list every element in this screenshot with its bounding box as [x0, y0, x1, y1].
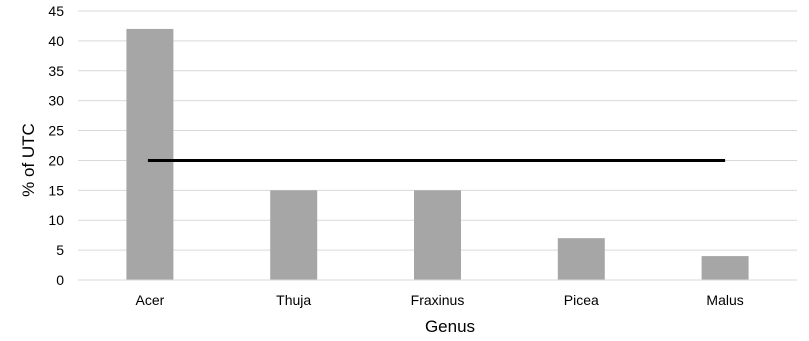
y-tick-label: 0 [56, 272, 64, 288]
y-tick-label: 10 [48, 212, 64, 228]
y-axis-title: % of UTC [19, 123, 38, 197]
x-axis-title: Genus [425, 317, 475, 336]
y-tick-label: 40 [48, 33, 64, 49]
x-tick-labels: Acer Thuja Fraxinus Picea Malus [136, 292, 744, 308]
y-tick-label: 15 [48, 182, 64, 198]
y-tick-label: 25 [48, 123, 64, 139]
bars [126, 28, 749, 280]
y-tick-label: 20 [48, 152, 64, 168]
y-tick-label: 45 [48, 3, 64, 19]
x-tick-label: Malus [706, 292, 743, 308]
bar-picea [557, 238, 605, 280]
x-tick-label: Acer [136, 292, 165, 308]
y-tick-label: 30 [48, 93, 64, 109]
y-tick-label: 5 [56, 242, 64, 258]
bar-malus [701, 256, 749, 280]
y-tick-label: 35 [48, 63, 64, 79]
y-tick-labels: 0 5 10 15 20 25 30 35 40 45 [48, 3, 64, 288]
bar-acer [126, 28, 174, 280]
bar-thuja [270, 190, 318, 280]
x-tick-label: Picea [564, 292, 599, 308]
bar-fraxinus [414, 190, 461, 280]
x-tick-label: Thuja [276, 292, 311, 308]
x-tick-label: Fraxinus [411, 292, 465, 308]
